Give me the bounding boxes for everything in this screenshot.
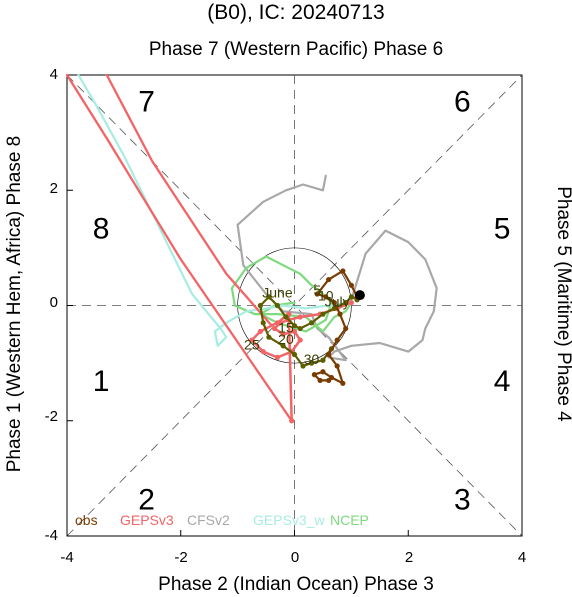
phase-number: 3 xyxy=(454,483,471,516)
ncep-lower-point xyxy=(291,323,298,329)
x-tick-label: -4 xyxy=(60,549,73,566)
obs-point xyxy=(323,294,329,300)
ncep-lower-point xyxy=(320,357,326,363)
obs-point xyxy=(326,377,332,384)
obs-point xyxy=(343,325,349,332)
y-tick-label: -2 xyxy=(45,408,58,425)
chart-title: (B0), IC: 20240713 xyxy=(207,1,384,24)
gepsv3-ext2-series-line xyxy=(105,73,273,327)
gepsv3-point xyxy=(271,325,278,332)
ncep-lower-point xyxy=(274,302,281,309)
gepsv3-ext1-series-line xyxy=(65,73,293,422)
obs-point xyxy=(334,363,340,369)
ncep-lower-point xyxy=(260,320,266,326)
phase-number: 2 xyxy=(138,483,155,516)
ncep-lower-point xyxy=(257,302,263,309)
x-tick-label: 0 xyxy=(291,549,299,566)
obs-point xyxy=(317,377,323,384)
obs-point xyxy=(314,291,320,297)
obs-point xyxy=(334,337,340,343)
y-tick-label: -4 xyxy=(45,527,58,544)
x-tick-label: -2 xyxy=(174,549,187,566)
initial-condition-point xyxy=(354,290,365,301)
cfsv2-series-line xyxy=(236,174,438,362)
gepsv3-point xyxy=(291,328,298,335)
obs-point xyxy=(340,268,346,274)
obs-point xyxy=(311,372,318,378)
legend-entry: obs xyxy=(75,512,98,528)
ncep-lower-point xyxy=(266,294,272,300)
ncep-lower-point xyxy=(320,311,326,317)
obs-point xyxy=(337,311,343,317)
y-tick-label: 0 xyxy=(50,294,58,311)
obs-point xyxy=(326,351,332,358)
top-phase-label: Phase 7 (Western Pacific) Phase 6 xyxy=(149,39,443,60)
y-tick-label: 4 xyxy=(50,66,58,83)
gepsv3-point xyxy=(348,300,354,306)
obs-point xyxy=(331,300,337,306)
ncep-lower-point xyxy=(308,360,315,366)
day-annotation: 5 xyxy=(313,282,321,298)
phase-number: 1 xyxy=(93,365,110,398)
day-annotation: 30 xyxy=(304,351,320,367)
day-annotation: June xyxy=(262,285,293,301)
phase-number: 6 xyxy=(454,86,471,119)
x-axis-label: Phase 2 (Indian Ocean) Phase 3 xyxy=(158,574,434,595)
x-tick-labels: -4 -2 0 2 4 xyxy=(60,549,526,566)
obs-point xyxy=(320,369,326,375)
phase-number: 7 xyxy=(138,86,155,119)
gepsv3-point xyxy=(249,337,255,343)
y-tick-labels: 4 2 0 -2 -4 xyxy=(45,66,58,544)
day-annotation: 15 xyxy=(278,319,294,335)
day-annotation: 20 xyxy=(278,331,294,347)
gepsv3-point xyxy=(274,320,281,326)
ncep-lower-point xyxy=(280,343,286,349)
ncep-series-line xyxy=(230,255,353,333)
phase-number: 4 xyxy=(494,365,511,398)
ncep-lower-point xyxy=(291,351,298,358)
gepsv3-point xyxy=(257,328,263,335)
legend-entry: CFSv2 xyxy=(187,512,230,528)
gepsv3-series-line xyxy=(250,301,353,423)
gepsv3-point xyxy=(297,337,303,343)
phase-number: 5 xyxy=(494,213,511,246)
ncep-lower-point xyxy=(283,314,289,320)
gepsv3-point xyxy=(274,354,281,360)
legend-entry: GEPSv3_w xyxy=(253,512,325,528)
day-annotation: July xyxy=(325,293,350,309)
gepsv3-point xyxy=(297,314,303,320)
obs-point xyxy=(326,276,332,283)
ncep-lower-point xyxy=(300,363,306,369)
day-annotation: 10 xyxy=(318,288,334,304)
ncep-lower-point xyxy=(348,294,354,300)
obs-point xyxy=(340,380,346,386)
obs-point xyxy=(348,282,354,288)
legend-entry: GEPSv3 xyxy=(120,512,174,528)
legend-entry: NCEP xyxy=(330,512,369,528)
ncep-lower-point xyxy=(297,325,303,332)
x-tick-label: 2 xyxy=(405,549,413,566)
amplitude-circle xyxy=(237,247,352,364)
gepsv3-point xyxy=(280,331,286,337)
day-annotation: 25 xyxy=(244,337,260,353)
ncep-lower-point xyxy=(343,300,349,306)
ncep-lower-point xyxy=(266,334,272,340)
phase-number: 8 xyxy=(93,213,110,246)
y-axis-label-left: Phase 1 (Western Hem, Africa) Phase 8 xyxy=(4,136,25,473)
y-tick-label: 2 xyxy=(50,180,58,197)
x-tick-label: 4 xyxy=(518,549,526,566)
y-axis-label-right: Phase 5 (Maritime) Phase 4 xyxy=(553,186,572,422)
ncep-lower-point xyxy=(308,320,315,326)
gepsv3-point xyxy=(260,349,266,355)
